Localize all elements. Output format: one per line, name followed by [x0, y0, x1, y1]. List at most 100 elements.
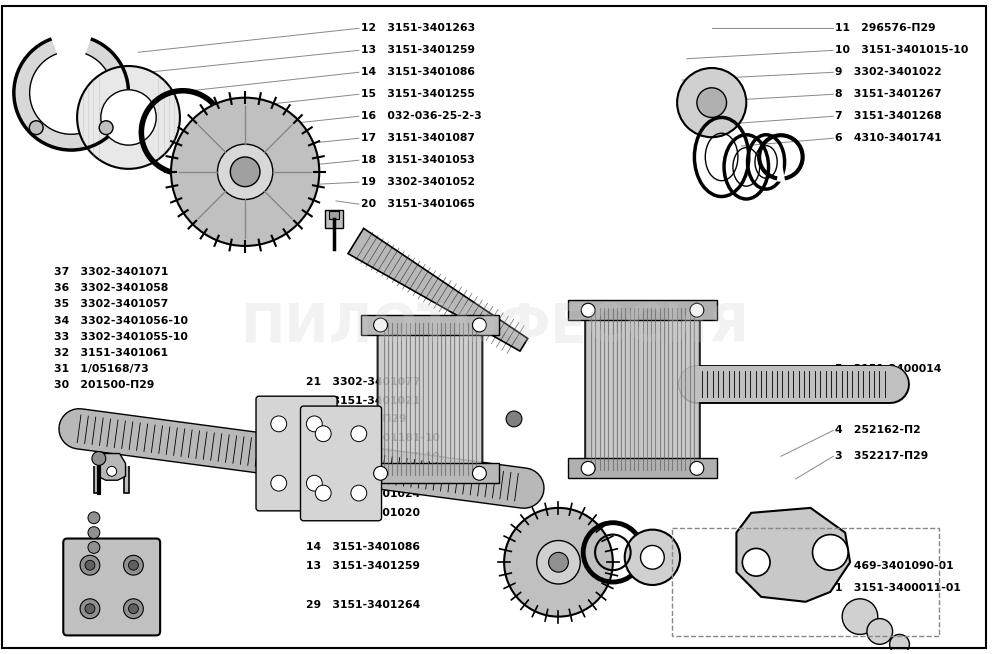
Text: 9   3302-3401022: 9 3302-3401022 [835, 67, 942, 77]
Text: 28   3151-3401020: 28 3151-3401020 [306, 508, 420, 518]
Text: 14   3151-3401086: 14 3151-3401086 [361, 67, 475, 77]
Circle shape [351, 426, 367, 441]
Circle shape [88, 542, 100, 553]
Circle shape [641, 545, 664, 569]
FancyBboxPatch shape [568, 458, 717, 478]
FancyBboxPatch shape [361, 464, 499, 483]
Circle shape [690, 303, 704, 317]
FancyBboxPatch shape [325, 211, 343, 228]
Text: 24   3302-3401181-10: 24 3302-3401181-10 [306, 433, 440, 443]
Text: 8   3151-3401267: 8 3151-3401267 [835, 90, 942, 99]
FancyBboxPatch shape [300, 406, 382, 521]
Circle shape [124, 555, 143, 575]
Text: 15   3151-3401255: 15 3151-3401255 [361, 90, 475, 99]
Circle shape [472, 318, 486, 332]
Circle shape [88, 526, 100, 538]
Wedge shape [51, 33, 92, 93]
Circle shape [306, 475, 322, 491]
Circle shape [80, 599, 100, 619]
Circle shape [549, 553, 568, 572]
Text: 16   032-036-25-2-3: 16 032-036-25-2-3 [361, 111, 482, 121]
Text: 31   1/05168/73: 31 1/05168/73 [54, 364, 149, 374]
Circle shape [85, 604, 95, 613]
Circle shape [813, 534, 848, 570]
Circle shape [171, 97, 319, 246]
Text: 32   3151-3401061: 32 3151-3401061 [54, 348, 168, 358]
Text: 3   352217-П29: 3 352217-П29 [835, 451, 929, 461]
Circle shape [271, 416, 287, 432]
Circle shape [29, 121, 43, 135]
Text: 18   3151-3401053: 18 3151-3401053 [361, 155, 475, 165]
Text: ПИЛОТОФЕССИЯ: ПИЛОТОФЕССИЯ [240, 301, 749, 353]
Circle shape [129, 560, 138, 570]
FancyBboxPatch shape [568, 300, 717, 320]
Text: 13   3151-3401259: 13 3151-3401259 [306, 560, 420, 570]
Text: 14   3151-3401086: 14 3151-3401086 [306, 542, 420, 552]
Text: 17   3151-3401087: 17 3151-3401087 [361, 133, 475, 143]
Polygon shape [348, 228, 528, 351]
Circle shape [315, 485, 331, 501]
Circle shape [129, 604, 138, 613]
Circle shape [306, 416, 322, 432]
Wedge shape [14, 35, 129, 150]
Circle shape [742, 549, 770, 576]
Circle shape [537, 540, 580, 584]
Text: 10   3151-3401015-10: 10 3151-3401015-10 [835, 45, 969, 56]
Text: 29   3151-3401264: 29 3151-3401264 [306, 600, 421, 610]
Text: 11   296576-П29: 11 296576-П29 [835, 24, 936, 33]
Circle shape [124, 599, 143, 619]
Wedge shape [777, 157, 785, 182]
Circle shape [80, 555, 100, 575]
Circle shape [842, 599, 878, 634]
Text: 21   3302-3401077: 21 3302-3401077 [306, 377, 421, 387]
Circle shape [101, 90, 156, 145]
Circle shape [315, 426, 331, 441]
Circle shape [677, 68, 746, 137]
Text: 27   3151-3401024: 27 3151-3401024 [306, 489, 421, 500]
Text: 5   3151-3400014: 5 3151-3400014 [835, 364, 942, 374]
Circle shape [581, 303, 595, 317]
Text: 22   3151-3401021: 22 3151-3401021 [306, 396, 421, 405]
Text: 26   46 9115 5266: 26 46 9115 5266 [306, 471, 416, 481]
Text: 13   3151-3401259: 13 3151-3401259 [361, 45, 475, 56]
Circle shape [890, 634, 909, 654]
Polygon shape [94, 466, 129, 493]
Circle shape [867, 619, 893, 644]
FancyBboxPatch shape [256, 396, 337, 511]
Text: 36   3302-3401058: 36 3302-3401058 [54, 283, 169, 293]
Circle shape [107, 466, 117, 476]
FancyBboxPatch shape [585, 302, 700, 476]
Circle shape [77, 66, 180, 169]
Text: 23   201415-П29: 23 201415-П29 [306, 415, 407, 424]
Circle shape [85, 560, 95, 570]
Text: 37   3302-3401071: 37 3302-3401071 [54, 267, 169, 277]
Text: 25   3302-3401179-10: 25 3302-3401179-10 [306, 452, 440, 462]
Circle shape [99, 121, 113, 135]
Circle shape [697, 88, 727, 118]
Circle shape [690, 462, 704, 475]
Text: 2   469-3401090-01: 2 469-3401090-01 [835, 561, 954, 571]
Circle shape [581, 462, 595, 475]
Text: 30   201500-П29: 30 201500-П29 [54, 380, 155, 390]
Circle shape [230, 157, 260, 186]
Circle shape [217, 144, 273, 199]
Circle shape [271, 475, 287, 491]
Text: 20   3151-3401065: 20 3151-3401065 [361, 199, 475, 209]
Text: 33   3302-3401055-10: 33 3302-3401055-10 [54, 332, 188, 341]
Circle shape [374, 318, 387, 332]
Text: 19   3302-3401052: 19 3302-3401052 [361, 177, 475, 187]
Text: 35   3302-3401057: 35 3302-3401057 [54, 300, 169, 309]
Circle shape [504, 508, 613, 617]
FancyBboxPatch shape [378, 317, 482, 481]
Circle shape [374, 466, 387, 480]
Text: 4   252162-П2: 4 252162-П2 [835, 426, 921, 436]
Circle shape [625, 530, 680, 585]
Text: 34   3302-3401056-10: 34 3302-3401056-10 [54, 315, 188, 326]
FancyBboxPatch shape [63, 538, 160, 636]
Circle shape [472, 466, 486, 480]
Circle shape [351, 485, 367, 501]
Circle shape [88, 512, 100, 524]
Text: 6   4310-3401741: 6 4310-3401741 [835, 133, 942, 143]
Text: 1   3151-3400011-01: 1 3151-3400011-01 [835, 583, 961, 593]
Polygon shape [98, 453, 126, 480]
